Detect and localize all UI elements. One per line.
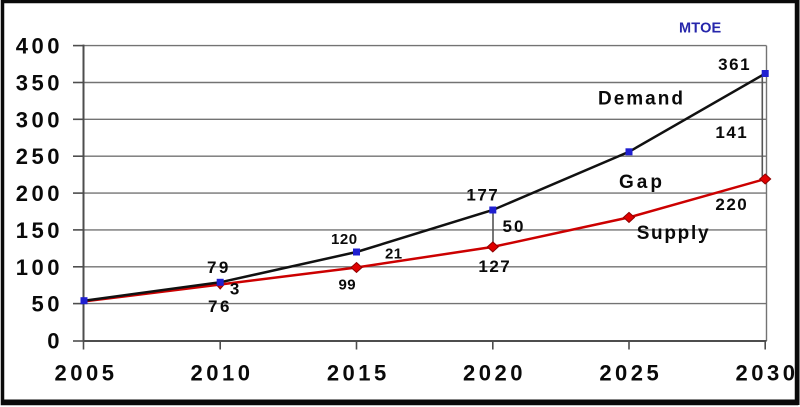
svg-text:141: 141 [715,123,748,142]
svg-text:400: 400 [16,34,63,59]
svg-text:Supply: Supply [637,223,711,244]
svg-text:127: 127 [478,257,511,276]
svg-text:50: 50 [32,292,63,317]
svg-text:3: 3 [230,280,241,299]
svg-text:MTOE: MTOE [679,21,722,37]
svg-text:0: 0 [47,329,63,354]
svg-text:177: 177 [466,185,499,204]
svg-text:Gap: Gap [619,172,665,193]
svg-text:Demand: Demand [598,89,685,110]
svg-text:200: 200 [16,181,63,206]
svg-text:100: 100 [16,255,63,280]
svg-text:76: 76 [208,297,232,316]
svg-text:150: 150 [16,218,63,243]
svg-text:2030: 2030 [736,361,799,386]
svg-text:79: 79 [207,258,231,277]
svg-text:2005: 2005 [55,361,118,386]
svg-text:2020: 2020 [463,361,526,386]
svg-text:50: 50 [503,217,526,236]
svg-text:300: 300 [16,107,63,132]
svg-text:21: 21 [385,246,403,263]
svg-text:2010: 2010 [191,361,254,386]
svg-text:2015: 2015 [327,361,390,386]
svg-text:350: 350 [16,71,63,96]
svg-text:361: 361 [718,55,751,74]
svg-text:120: 120 [331,231,358,248]
svg-text:2025: 2025 [599,361,662,386]
svg-text:220: 220 [715,195,748,214]
svg-text:250: 250 [16,144,63,169]
svg-text:99: 99 [338,277,356,294]
